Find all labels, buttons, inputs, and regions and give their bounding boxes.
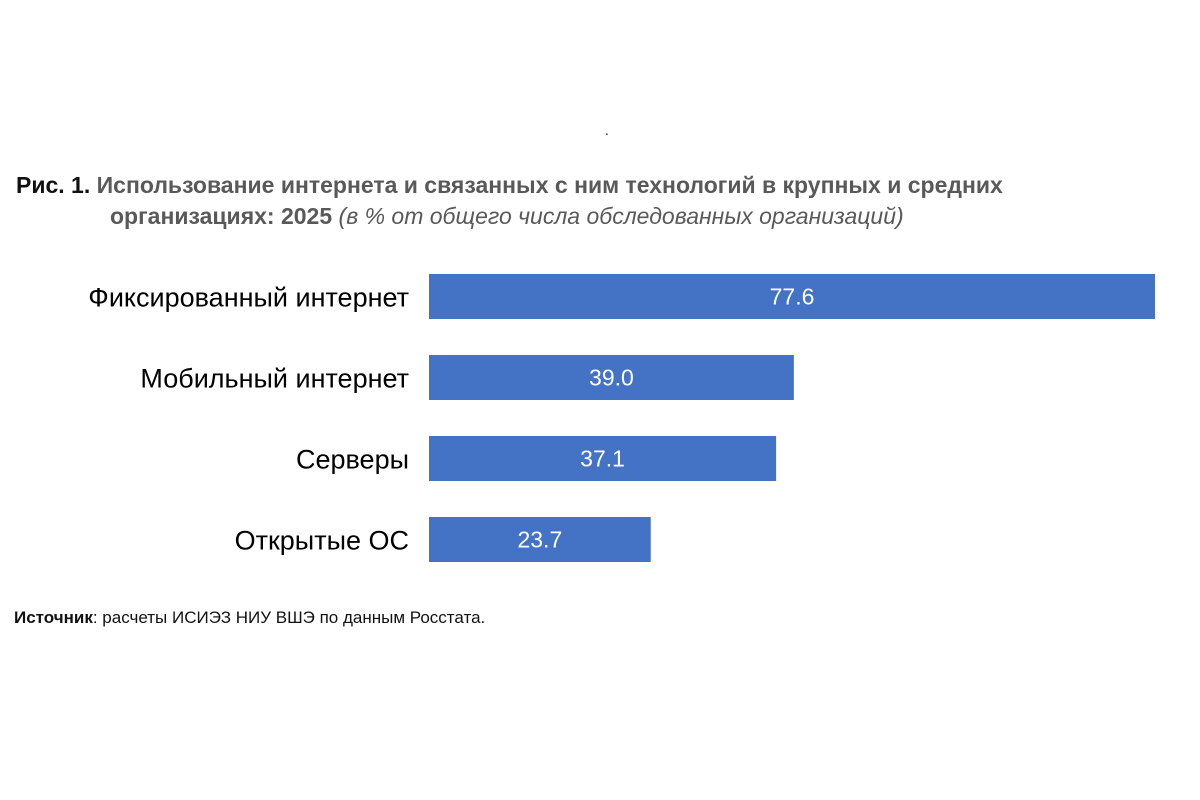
figure-number: Рис. 1.: [16, 172, 91, 198]
figure-title-line2: организациях: 2025: [110, 203, 333, 229]
category-label: Фиксированный интернет: [88, 283, 409, 313]
figure-title: Рис. 1. Использование интернета и связан…: [16, 170, 1196, 232]
bar-value-label: 23.7: [517, 527, 562, 553]
figure-unit-note: (в % от общего числа обследованных орган…: [338, 203, 904, 229]
bar: [429, 517, 651, 562]
bar-chart: Фиксированный интернет 77.6 Мобильный инте…: [88, 274, 1155, 562]
source-label: Источник: [14, 608, 93, 627]
bar-value-label: 77.6: [770, 284, 815, 310]
category-label: Серверы: [296, 445, 409, 475]
source-text: : расчеты ИСИЭЗ НИУ ВШЭ по данным Росста…: [92, 608, 486, 627]
category-label: Мобильный интернет: [140, 364, 409, 394]
bar: [429, 436, 777, 481]
figure-title-line1: Использование интернета и связанных с ни…: [96, 172, 1003, 198]
bar: [429, 274, 1155, 319]
bar: [429, 355, 794, 400]
bar-value-label: 37.1: [580, 446, 625, 472]
source-note: Источник: расчеты ИСИЭЗ НИУ ВШЭ по данны…: [14, 608, 485, 628]
decorative-dot: .: [605, 122, 609, 138]
category-label: Открытые ОС: [235, 526, 409, 556]
bar-value-label: 39.0: [589, 365, 634, 391]
